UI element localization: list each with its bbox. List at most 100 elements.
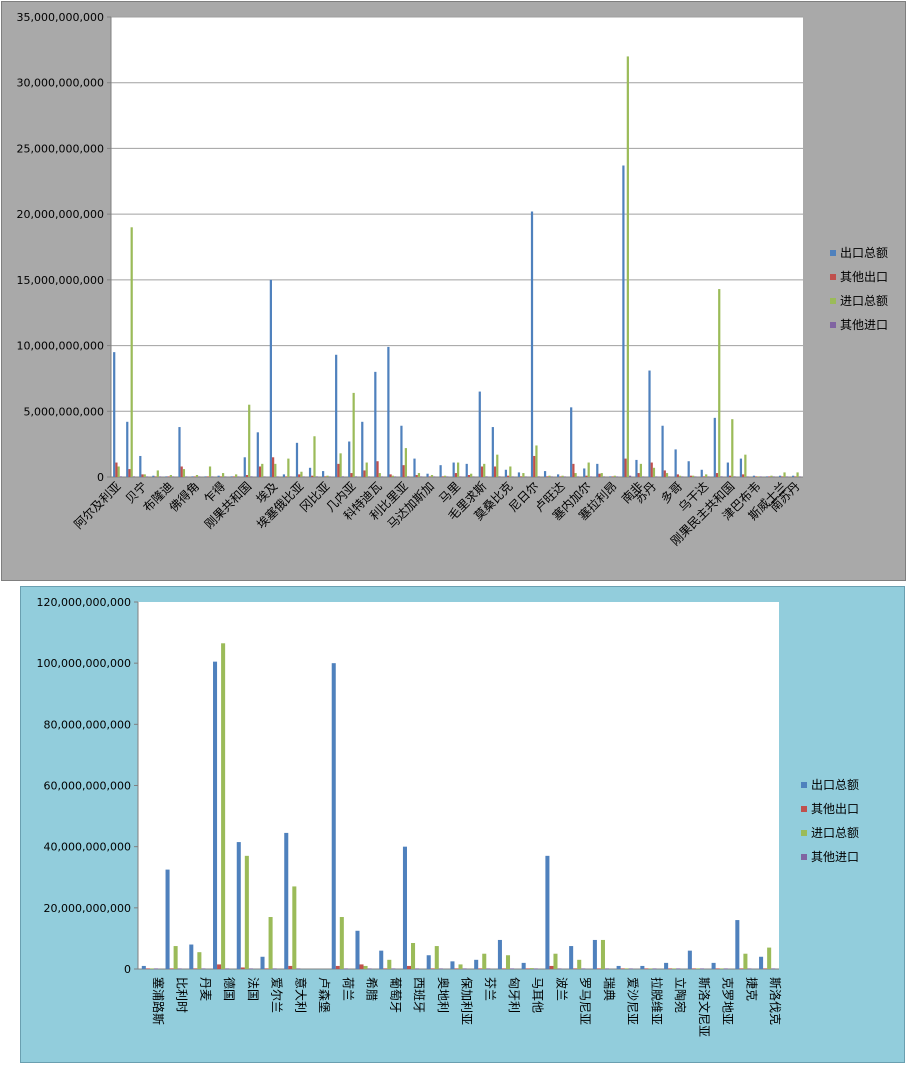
x-tick-label: 葡萄牙: [388, 977, 402, 1013]
bar-进口总额: [182, 469, 186, 477]
bar-进口总额: [770, 475, 773, 477]
bar-其他进口: [563, 476, 566, 477]
bar-进口总额: [639, 463, 643, 477]
bar-其他出口: [525, 968, 530, 969]
bar-其他出口: [742, 474, 745, 477]
bar-其他进口: [341, 476, 344, 477]
legend-label: 其他进口: [840, 318, 888, 332]
bar-出口总额: [217, 475, 220, 477]
bar-出口总额: [687, 461, 690, 477]
legend-swatch: [830, 322, 836, 328]
bar-其他出口: [728, 475, 732, 477]
bar-出口总额: [413, 458, 416, 477]
bar-出口总额: [648, 370, 651, 477]
bar-出口总额: [236, 842, 241, 969]
y-tick-label: 35,000,000,000: [17, 11, 104, 24]
bar-其他出口: [376, 461, 379, 477]
bar-其他出口: [663, 470, 666, 477]
bar-其他进口: [772, 476, 775, 477]
x-tick-label: 克罗地亚: [721, 977, 735, 1025]
chart-2-svg: 0 20,000,000,000 40,000,000,000 60,000,000,…: [37, 596, 860, 1037]
bar-其他出口: [406, 965, 412, 969]
bar-进口总额: [496, 454, 499, 477]
bar-出口总额: [165, 476, 168, 477]
bar-其他出口: [383, 968, 388, 969]
bar-其他进口: [723, 968, 728, 969]
bar-其他进口: [655, 476, 658, 477]
bar-进口总额: [731, 419, 734, 477]
bar-其他出口: [350, 473, 353, 477]
bar-其他进口: [177, 968, 182, 969]
bar-出口总额: [792, 475, 795, 477]
bar-其他进口: [315, 476, 318, 477]
bar-其他进口: [581, 968, 586, 969]
bar-出口总额: [348, 441, 351, 477]
bar-出口总额: [570, 407, 573, 477]
chart-panel-europe: 0 20,000,000,000 40,000,000,000 60,000,000,…: [20, 586, 905, 1063]
x-tick-label: 荷兰: [341, 977, 355, 1001]
bar-进口总额: [648, 968, 653, 969]
bar-进口总额: [208, 466, 212, 477]
bar-出口总额: [622, 165, 625, 477]
bar-进口总额: [352, 392, 355, 477]
bar-其他出口: [478, 968, 483, 969]
bar-其他出口: [739, 968, 744, 969]
x-tick-label: 匈牙利: [507, 977, 521, 1013]
bar-其他进口: [511, 476, 514, 477]
bar-进口总额: [339, 453, 342, 477]
legend-label: 其他出口: [811, 802, 859, 816]
bar-出口总额: [243, 457, 246, 477]
bar-出口总额: [759, 956, 764, 969]
legend-label: 其他出口: [840, 270, 888, 284]
bar-其他进口: [420, 476, 423, 477]
bar-其他进口: [652, 968, 657, 969]
bar-出口总额: [321, 471, 325, 477]
x-tick-label: 佛得角: [166, 479, 202, 515]
bar-其他进口: [272, 968, 277, 969]
bar-进口总额: [363, 965, 368, 969]
bar-其他进口: [557, 968, 562, 969]
x-tick-label: 芬兰: [483, 977, 497, 1001]
bar-进口总额: [719, 968, 724, 969]
bar-其他进口: [707, 476, 710, 477]
bar-出口总额: [765, 476, 769, 477]
bar-出口总额: [711, 962, 716, 969]
bar-其他出口: [180, 466, 183, 477]
bar-其他进口: [576, 476, 579, 477]
bar-进口总额: [457, 462, 460, 477]
bar-进口总额: [458, 964, 463, 969]
bar-其他进口: [798, 476, 801, 477]
bar-出口总额: [700, 469, 703, 477]
bar-其他出口: [428, 476, 431, 477]
y-tick-label: 20,000,000,000: [17, 208, 104, 221]
bar-其他出口: [533, 455, 536, 477]
bar-其他出口: [363, 470, 366, 477]
bar-其他进口: [510, 968, 515, 969]
bar-其他出口: [311, 475, 314, 477]
bar-其他进口: [498, 476, 501, 477]
bar-其他出口: [145, 968, 150, 969]
bar-其他出口: [232, 476, 236, 477]
bar-进口总额: [404, 448, 407, 477]
x-tick-label: 塞浦路斯: [151, 977, 166, 1025]
bar-其他出口: [169, 968, 174, 969]
bar-出口总额: [739, 458, 743, 477]
bar-其他出口: [501, 968, 506, 969]
bar-出口总额: [165, 869, 170, 969]
bar-其他进口: [681, 476, 684, 477]
bar-其他进口: [415, 968, 420, 969]
bar-其他出口: [755, 476, 758, 477]
legend-swatch: [830, 250, 836, 256]
bar-出口总额: [379, 950, 384, 969]
bar-出口总额: [152, 475, 155, 477]
bar-进口总额: [149, 968, 154, 969]
bar-其他进口: [380, 476, 384, 477]
bar-其他进口: [185, 476, 188, 477]
bar-出口总额: [517, 472, 521, 477]
bar-出口总额: [189, 944, 194, 969]
bar-其他进口: [676, 968, 681, 969]
bar-进口总额: [600, 939, 605, 969]
bar-其他出口: [546, 476, 549, 477]
bar-其他出口: [611, 476, 614, 477]
bar-其他进口: [446, 476, 449, 477]
